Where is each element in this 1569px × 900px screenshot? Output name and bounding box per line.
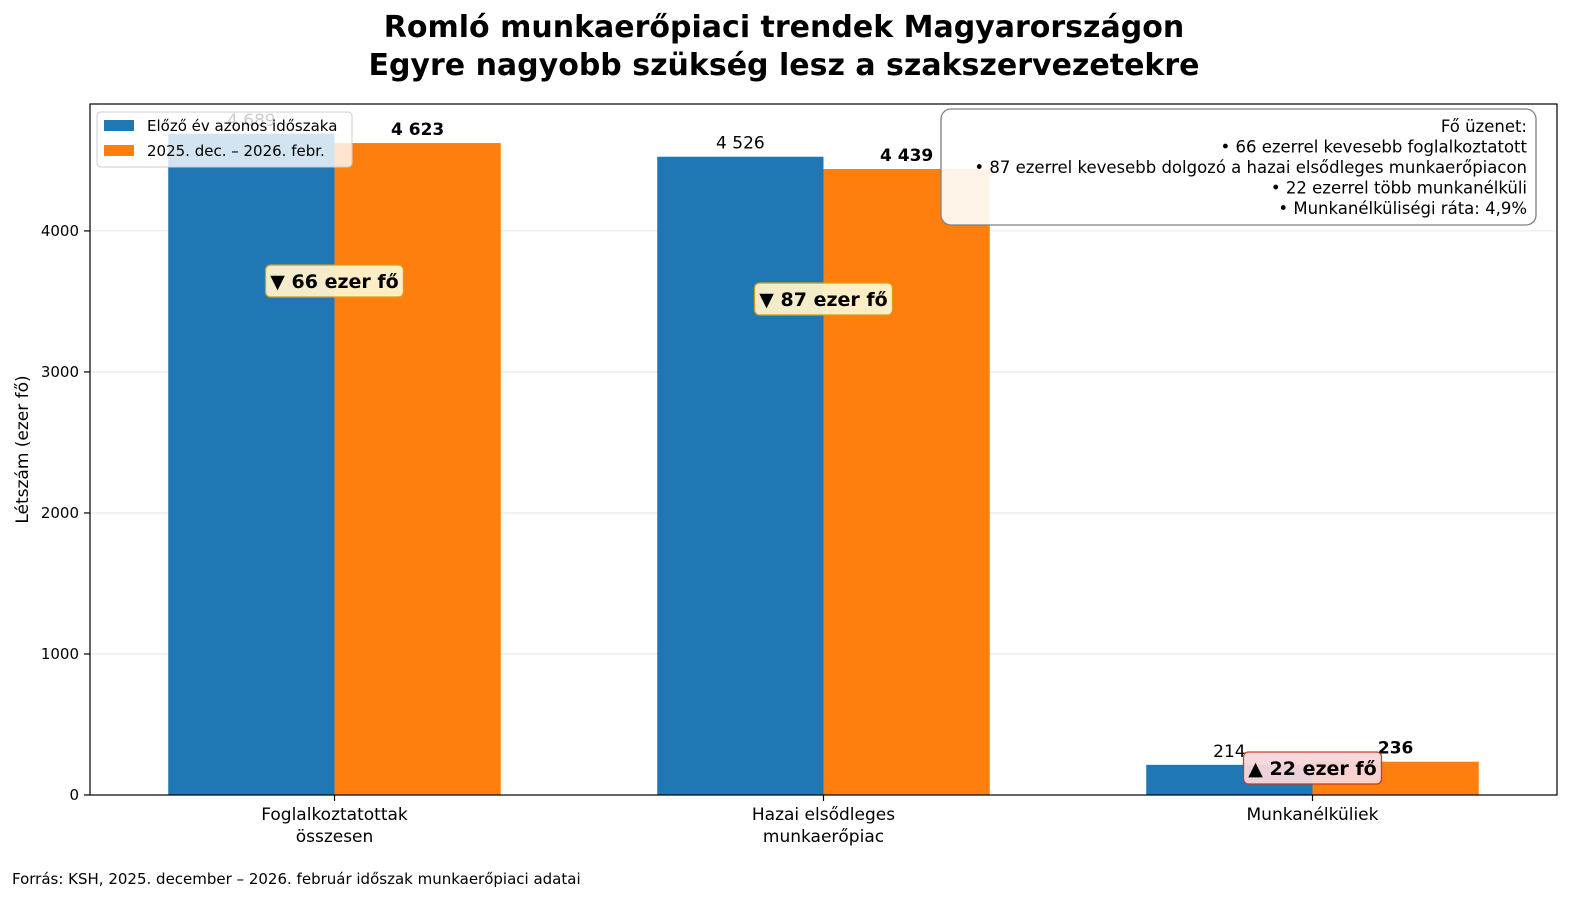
- legend-swatch-0: [104, 120, 134, 131]
- annotation-text-0: ▼ 66 ezer fő: [270, 271, 398, 293]
- x-tick-label: Munkanélküliek: [1247, 805, 1379, 825]
- legend: Előző év azonos időszaka 2025. dec. – 202…: [96, 111, 353, 168]
- info-box-line-2: • 87 ezerrel kevesebb dolgozó a hazai el…: [974, 158, 1527, 177]
- info-box-line-3: • 22 ezerrel több munkanélküli: [1271, 179, 1527, 198]
- chart-title-line-2: Egyre nagyobb szükség lesz a szakszervez…: [368, 48, 1199, 83]
- source-note: Forrás: KSH, 2025. december – 2026. febr…: [12, 870, 581, 888]
- info-box: Fő üzenet: • 66 ezerrel kevesebb foglalko…: [940, 108, 1537, 226]
- legend-swatch-1: [104, 145, 134, 156]
- x-tick-label: összesen: [296, 827, 374, 847]
- x-tick-label: Hazai elsődleges: [752, 805, 895, 825]
- x-tick-label: Foglalkoztatottak: [261, 805, 408, 825]
- data-label-current-0: 4 623: [391, 120, 444, 140]
- y-tick-label: 3000: [41, 363, 79, 381]
- legend-box: [96, 111, 353, 168]
- bar-current-1: [823, 169, 990, 796]
- bar-current-0: [334, 143, 501, 796]
- bar-previous-1: [657, 156, 824, 795]
- annotation-box-1: [753, 282, 894, 316]
- chart-title-line-1: Romló munkaerőpiaci trendek Magyarország…: [384, 10, 1184, 45]
- info-box-frame: [940, 108, 1537, 226]
- y-axis-label: Létszám (ezer fő): [13, 375, 33, 523]
- legend-label-1: 2025. dec. – 2026. febr.: [147, 142, 325, 160]
- y-tick-label: 1000: [41, 645, 79, 663]
- annotation-text-1: ▼ 87 ezer fő: [759, 289, 887, 311]
- y-tick-label: 0: [69, 786, 79, 804]
- y-tick-label: 2000: [41, 504, 79, 522]
- x-tick-label: munkaerőpiac: [763, 827, 884, 847]
- data-label-current-1: 4 439: [880, 146, 933, 166]
- info-box-line-0: Fő üzenet:: [1441, 117, 1527, 136]
- data-label-previous-1: 4 526: [716, 134, 765, 154]
- info-box-line-1: • 66 ezerrel kevesebb foglalkoztatott: [1220, 138, 1527, 157]
- annotation-box-0: [264, 264, 405, 298]
- annotation-text-2: ▲ 22 ezer fő: [1248, 758, 1376, 780]
- bar-previous-0: [168, 133, 335, 795]
- y-tick-label: 4000: [41, 222, 79, 240]
- annotation-box-2: [1242, 751, 1383, 785]
- data-label-previous-2: 214: [1213, 742, 1245, 762]
- legend-label-0: Előző év azonos időszaka: [147, 117, 337, 135]
- info-box-line-4: • Munkanélküliségi ráta: 4,9%: [1278, 199, 1527, 218]
- data-label-current-2: 236: [1378, 739, 1414, 759]
